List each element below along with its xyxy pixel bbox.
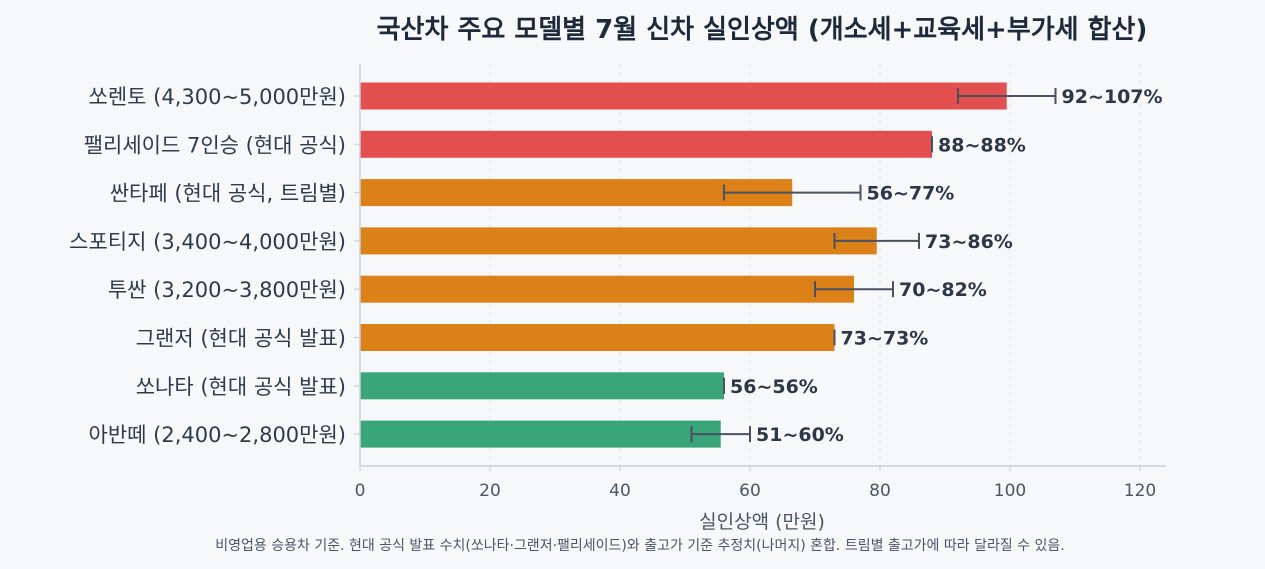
error-bar bbox=[814, 281, 894, 298]
bar bbox=[360, 179, 793, 207]
x-tick-label: 0 bbox=[355, 481, 366, 501]
category-label: 쏘렌토 (4,300~5,000만원) bbox=[89, 85, 347, 109]
category-label: 팰리세이드 7인승 (현대 공식) bbox=[84, 133, 346, 157]
x-tick-label: 80 bbox=[869, 481, 891, 501]
bar bbox=[360, 372, 724, 400]
bar bbox=[360, 82, 1007, 110]
data-label: 88~88% bbox=[938, 134, 1026, 156]
x-axis-label: 실인상액 (만원) bbox=[699, 511, 825, 533]
bar bbox=[360, 275, 854, 303]
category-labels: 쏘렌토 (4,300~5,000만원) 팰리세이드 7인승 (현대 공식) 싼타페 … bbox=[69, 85, 360, 447]
category-label: 투싼 (3,200~3,800만원) bbox=[108, 278, 346, 302]
x-tick-label: 60 bbox=[739, 481, 761, 501]
x-tick-labels: 0 20 40 60 80 100 120 bbox=[355, 466, 1156, 501]
bar bbox=[360, 420, 721, 448]
data-label: 56~77% bbox=[867, 183, 955, 205]
bar bbox=[360, 227, 877, 255]
x-tick-label: 100 bbox=[994, 481, 1026, 501]
error-bar bbox=[690, 426, 751, 443]
x-tick-label: 40 bbox=[609, 481, 631, 501]
data-label: 73~86% bbox=[925, 231, 1013, 253]
category-label: 싼타페 (현대 공식, 트림별) bbox=[110, 182, 346, 206]
x-tick-label: 120 bbox=[1124, 481, 1156, 501]
footnote: 비영업용 승용차 기준. 현대 공식 발표 수치(쏘나타·그랜저·팰리세이드)와… bbox=[215, 538, 1064, 554]
x-tick-label: 20 bbox=[479, 481, 501, 501]
category-label: 스포티지 (3,400~4,000만원) bbox=[69, 230, 346, 254]
data-label: 92~107% bbox=[1062, 86, 1163, 108]
data-label: 73~73% bbox=[841, 328, 929, 350]
data-label: 56~56% bbox=[730, 376, 818, 398]
data-labels: 92~107% 88~88% 56~77% 73~86% 70~82% 73~73% 56~… bbox=[730, 86, 1163, 446]
category-label: 그랜저 (현대 공식 발표) bbox=[136, 327, 346, 351]
data-label: 51~60% bbox=[756, 424, 844, 446]
bar bbox=[360, 130, 932, 158]
error-bars bbox=[690, 88, 1057, 443]
data-label: 70~82% bbox=[899, 279, 987, 301]
bar bbox=[360, 324, 835, 351]
category-label: 아반떼 (2,400~2,800만원) bbox=[89, 423, 347, 447]
error-bar bbox=[957, 88, 1057, 104]
error-bar bbox=[833, 232, 920, 249]
gridlines bbox=[489, 64, 1141, 466]
bars bbox=[360, 82, 1007, 448]
chart-title: 국산차 주요 모델별 7월 신차 실인상액 (개소세+교육세+부가세 합산) bbox=[377, 15, 1148, 45]
category-label: 쏘나타 (현대 공식 발표) bbox=[136, 375, 346, 399]
error-bar bbox=[723, 184, 862, 201]
